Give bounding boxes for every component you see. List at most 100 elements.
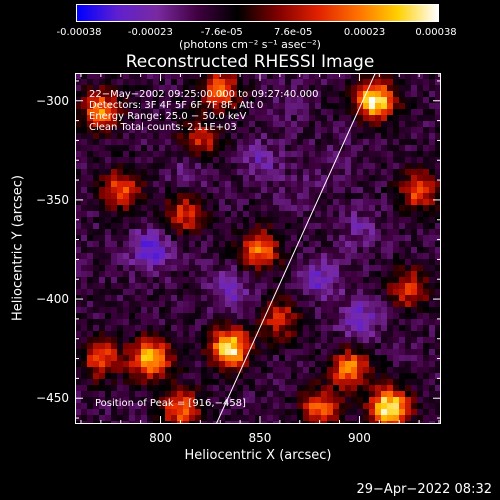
heatmap-cell [243,367,250,374]
heatmap-cell [111,289,118,296]
heatmap-cell [303,361,310,368]
heatmap-cell [165,355,172,362]
heatmap-cell [213,115,220,122]
heatmap-cell [321,133,328,140]
heatmap-cell [339,367,346,374]
heatmap-cell [327,151,334,158]
heatmap-cell [345,409,352,416]
heatmap-cell [195,85,202,92]
heatmap-cell [225,277,232,284]
heatmap-cell [249,223,256,230]
heatmap-cell [99,139,106,146]
heatmap-cell [249,301,256,308]
heatmap-cell [219,373,226,380]
heatmap-cell [261,91,268,98]
heatmap-cell [351,241,358,248]
heatmap-cell [411,109,418,116]
heatmap-cell [393,79,400,86]
heatmap-cell [207,355,214,362]
heatmap-cell [165,247,172,254]
heatmap-cell [153,133,160,140]
heatmap-cell [303,169,310,176]
heatmap-cell [183,241,190,248]
heatmap-cell [387,157,394,164]
heatmap-cell [153,139,160,146]
heatmap-cell [399,343,406,350]
heatmap-cell [267,355,274,362]
heatmap-cell [333,139,340,146]
heatmap-cell [435,313,442,320]
heatmap-cell [423,379,430,386]
heatmap-cell [393,409,400,416]
heatmap-cell [423,283,430,290]
heatmap-cell [417,217,424,224]
heatmap-cell [117,313,124,320]
heatmap-cell [135,127,142,134]
heatmap-cell [225,85,232,92]
heatmap-cell [285,337,292,344]
heatmap-cell [321,331,328,338]
heatmap-cell [297,415,304,422]
heatmap-cell [141,259,148,266]
heatmap-cell [429,277,436,284]
heatmap-cell [249,163,256,170]
heatmap-cell [219,235,226,242]
heatmap-cell [279,127,286,134]
heatmap-cell [249,283,256,290]
heatmap-cell [309,163,316,170]
heatmap-cell [153,319,160,326]
heatmap-cell [381,91,388,98]
heatmap-cell [303,133,310,140]
heatmap-cell [285,301,292,308]
heatmap-cell [81,415,88,422]
heatmap-cell [93,307,100,314]
heatmap-cell [381,115,388,122]
heatmap-cell [237,307,244,314]
heatmap-cell [189,319,196,326]
heatmap-cell [279,391,286,398]
heatmap-cell [267,109,274,116]
heatmap-cell [399,415,406,422]
heatmap-cell [333,103,340,110]
heatmap-cell [345,301,352,308]
heatmap-cell [405,211,412,218]
heatmap-cell [153,289,160,296]
heatmap-cell [327,301,334,308]
heatmap-cell [183,343,190,350]
heatmap-cell [423,121,430,128]
heatmap-cell [123,253,130,260]
heatmap-cell [393,127,400,134]
heatmap-cell [423,115,430,122]
heatmap-cell [189,373,196,380]
heatmap-cell [99,241,106,248]
heatmap-cell [333,265,340,272]
heatmap-cell [249,259,256,266]
heatmap-cell [405,223,412,230]
heatmap-cell [123,139,130,146]
heatmap-cell [345,289,352,296]
heatmap-cell [87,343,94,350]
heatmap-cell [255,409,262,416]
heatmap-cell [237,265,244,272]
heatmap-cell [177,247,184,254]
heatmap-cell [75,187,82,194]
heatmap-cell [225,241,232,248]
heatmap-cell [243,127,250,134]
heatmap-cell [249,175,256,182]
heatmap-cell [99,127,106,134]
heatmap-cell [321,241,328,248]
heatmap-cell [321,265,328,272]
heatmap-cell [357,145,364,152]
heatmap-cell [273,385,280,392]
heatmap-cell [309,331,316,338]
heatmap-cell [225,133,232,140]
heatmap-cell [327,79,334,86]
heatmap-cell [81,121,88,128]
heatmap-cell [411,121,418,128]
heatmap-cell [75,121,82,128]
heatmap-cell [375,391,382,398]
heatmap-cell [189,199,196,206]
heatmap-cell [237,217,244,224]
heatmap-cell [207,79,214,86]
heatmap-cell [333,163,340,170]
